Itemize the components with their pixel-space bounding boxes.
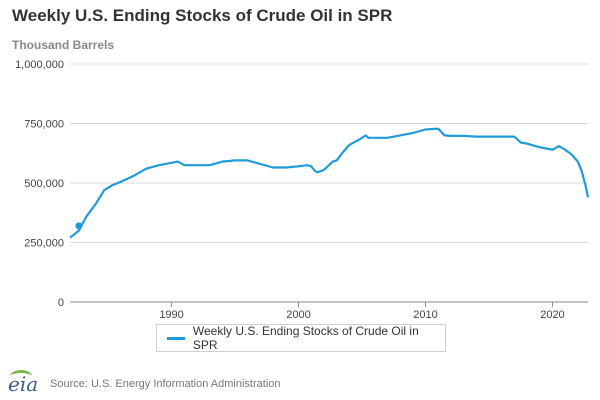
source-text: Source: U.S. Energy Information Administ… [50,378,281,390]
x-tick-label: 2010 [413,309,437,321]
footer: eia Source: U.S. Energy Information Admi… [8,372,281,396]
x-axis: 1990 2000 2010 2020 [70,302,588,321]
grid-lines [70,64,588,243]
x-tick-label: 1990 [159,309,183,321]
y-tick-label: 500,000 [24,178,64,190]
y-tick-label: 1,000,000 [15,59,64,71]
y-axis: 0 250,000 500,000 750,000 1,000,000 [15,59,64,309]
y-tick-label: 0 [58,297,64,309]
legend-swatch [167,337,185,340]
legend-label: Weekly U.S. Ending Stocks of Crude Oil i… [193,324,445,352]
eia-logo-arc [10,370,32,383]
x-tick-label: 2020 [540,309,564,321]
y-tick-label: 250,000 [24,238,64,250]
eia-logo-icon: eia [8,372,42,396]
x-tick-label: 2000 [286,309,310,321]
y-tick-label: 750,000 [24,119,64,131]
highlight-point [75,222,82,229]
legend[interactable]: Weekly U.S. Ending Stocks of Crude Oil i… [156,324,446,352]
